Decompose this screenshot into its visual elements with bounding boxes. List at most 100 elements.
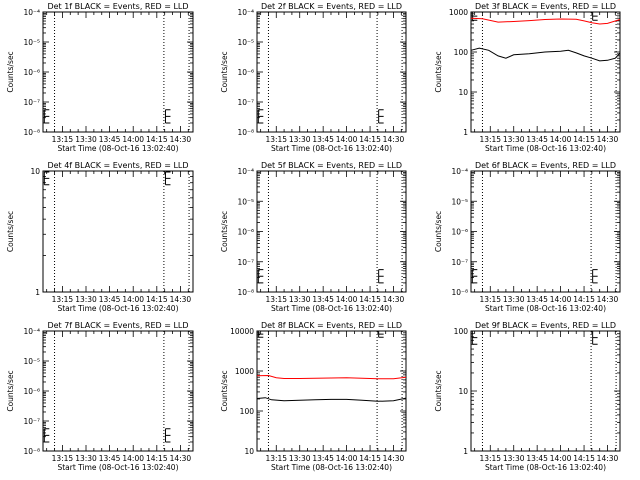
x-tick-label: 14:00 <box>122 295 144 304</box>
x-tick-label: 13:45 <box>526 295 548 304</box>
y-axis-label: Counts/sec <box>434 370 443 411</box>
detector-panel-det3: Det 3f BLACK = Events, RED = LLD 1 10 100 10… <box>434 2 621 153</box>
x-tick-label: 14:30 <box>383 135 405 144</box>
x-tick-label: 13:45 <box>312 135 334 144</box>
x-tick-label: 14:30 <box>170 135 192 144</box>
plot-frame <box>470 11 621 133</box>
x-tick-label: 14:00 <box>122 454 144 463</box>
y-tick-label: 10 <box>458 88 468 97</box>
y-tick-label: 10⁻⁸ <box>451 288 468 297</box>
x-tick-label: 14:15 <box>146 454 168 463</box>
chart-title: Det 7f BLACK = Events, RED = LLD <box>47 321 188 330</box>
y-tick-label: 10⁻⁴ <box>237 8 254 17</box>
x-tick-label: 14:15 <box>146 295 168 304</box>
y-tick-label: 10000 <box>230 327 254 336</box>
x-tick-label: 14:15 <box>573 295 595 304</box>
x-axis-label: Start Time (08-Oct-16 13:02:40) <box>271 304 392 313</box>
y-axis-label: Counts/sec <box>220 211 229 252</box>
y-tick-label: 10⁻⁷ <box>451 258 468 267</box>
detector-panel-det4: Det 4f BLACK = Events, RED = LLD 1 10 Count… <box>6 161 194 313</box>
error-bar-mark <box>164 109 171 124</box>
error-bar-mark <box>378 330 384 338</box>
plot-frame <box>42 330 194 452</box>
y-tick-label: 10⁻⁶ <box>237 228 254 237</box>
y-tick-label: 10⁻⁵ <box>451 197 468 206</box>
x-tick-label: 13:15 <box>52 135 74 144</box>
detector-panel-det1: Det 1f BLACK = Events, RED = LLD 10⁻⁸ 10⁻⁷… <box>6 2 194 153</box>
x-axis-label: Start Time (08-Oct-16 13:02:40) <box>485 304 606 313</box>
y-tick-label: 10⁻⁶ <box>23 68 40 77</box>
x-tick-label: 14:00 <box>550 135 572 144</box>
error-bar-mark <box>257 109 264 124</box>
y-tick-label: 10⁻⁸ <box>23 128 40 137</box>
y-tick-label: 10⁻⁴ <box>23 327 40 336</box>
y-tick-label: 10 <box>458 387 468 396</box>
error-bar-mark <box>43 171 50 186</box>
x-tick-label: 13:30 <box>503 454 525 463</box>
error-bar-mark <box>257 269 264 284</box>
y-tick-label: 100 <box>454 48 469 57</box>
x-tick-label: 13:15 <box>479 295 501 304</box>
y-tick-label: 10⁻⁵ <box>237 197 254 206</box>
chart-title: Det 5f BLACK = Events, RED = LLD <box>261 161 402 170</box>
y-tick-label: 10⁻⁴ <box>23 8 40 17</box>
y-tick-label: 10 <box>30 167 40 176</box>
x-tick-label: 13:45 <box>99 135 121 144</box>
chart-title: Det 9f BLACK = Events, RED = LLD <box>475 321 616 330</box>
x-axis-label: Start Time (08-Oct-16 13:02:40) <box>57 304 178 313</box>
y-tick-label: 10⁻⁵ <box>23 357 40 366</box>
series-line-lld <box>470 17 621 25</box>
x-tick-label: 13:15 <box>265 135 287 144</box>
y-tick-label: 10⁻⁷ <box>23 417 40 426</box>
y-axis-label: Counts/sec <box>220 51 229 92</box>
x-tick-label: 13:45 <box>99 454 121 463</box>
chart-title: Det 6f BLACK = Events, RED = LLD <box>475 161 616 170</box>
x-tick-label: 14:00 <box>336 135 358 144</box>
x-axis-label: Start Time (08-Oct-16 13:02:40) <box>485 463 606 472</box>
x-tick-label: 14:30 <box>170 454 192 463</box>
plot-frame <box>256 11 407 133</box>
y-tick-label: 10 <box>244 447 254 456</box>
detector-panel-det7: Det 7f BLACK = Events, RED = LLD 10⁻⁸ 10⁻⁷… <box>6 321 194 472</box>
y-axis-label: Counts/sec <box>220 370 229 411</box>
detector-panel-det5: Det 5f BLACK = Events, RED = LLD 10⁻⁸ 10⁻⁷… <box>220 161 407 313</box>
x-tick-label: 14:15 <box>573 454 595 463</box>
x-tick-label: 13:15 <box>479 454 501 463</box>
x-tick-label: 13:15 <box>265 295 287 304</box>
x-axis-label: Start Time (08-Oct-16 13:02:40) <box>57 144 178 153</box>
x-tick-label: 13:15 <box>479 135 501 144</box>
detector-panel-det9: Det 9f BLACK = Events, RED = LLD 1 10 100 Co… <box>434 321 621 472</box>
plot-frame <box>42 11 194 133</box>
x-tick-label: 13:30 <box>75 135 97 144</box>
x-tick-label: 13:15 <box>265 454 287 463</box>
error-bar-mark <box>378 269 384 284</box>
error-bar-mark <box>471 330 478 345</box>
y-tick-label: 100 <box>240 407 255 416</box>
error-bar-mark <box>471 269 478 284</box>
x-tick-label: 13:45 <box>99 295 121 304</box>
x-tick-label: 14:00 <box>336 295 358 304</box>
y-tick-label: 10⁻⁸ <box>237 288 254 297</box>
y-tick-label: 10⁻⁶ <box>23 387 40 396</box>
x-tick-label: 13:30 <box>503 295 525 304</box>
error-bar-mark <box>592 330 598 345</box>
x-tick-label: 14:00 <box>550 295 572 304</box>
x-tick-label: 13:30 <box>289 135 311 144</box>
x-axis-label: Start Time (08-Oct-16 13:02:40) <box>57 463 178 472</box>
y-tick-label: 10⁻⁷ <box>237 98 254 107</box>
x-tick-label: 13:15 <box>52 295 74 304</box>
x-tick-label: 14:30 <box>383 295 405 304</box>
error-bar-mark <box>592 11 598 21</box>
x-tick-label: 14:30 <box>597 135 619 144</box>
detector-panel-det8: Det 8f BLACK = Events, RED = LLD 10 100 100… <box>220 321 407 472</box>
x-tick-label: 14:30 <box>383 454 405 463</box>
y-tick-label: 10⁻⁸ <box>23 447 40 456</box>
y-tick-label: 1000 <box>235 367 254 376</box>
y-tick-label: 10⁻⁸ <box>237 128 254 137</box>
x-tick-label: 14:00 <box>122 135 144 144</box>
plot-frame <box>42 170 194 293</box>
plot-frame <box>256 330 407 452</box>
y-tick-label: 10⁻⁶ <box>451 228 468 237</box>
x-tick-label: 13:30 <box>75 295 97 304</box>
